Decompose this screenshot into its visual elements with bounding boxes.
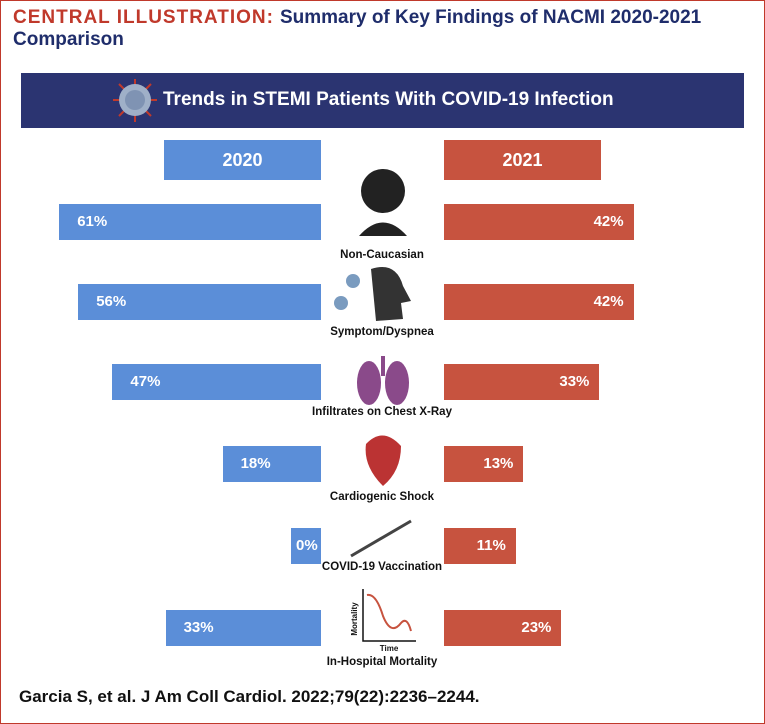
bar: [444, 446, 524, 482]
icon-x-label: Time: [380, 644, 399, 653]
bar: [444, 528, 516, 564]
citation: Garcia S, et al. J Am Coll Cardiol. 2022…: [19, 687, 480, 706]
title: CENTRAL ILLUSTRATION: Summary of Key Find…: [13, 7, 733, 51]
value-label: 42%: [593, 293, 624, 310]
bar: [222, 446, 321, 482]
bar: [444, 610, 562, 646]
bar: [59, 204, 321, 240]
subtitle: Trends in STEMI Patients With COVID-19 I…: [163, 89, 614, 110]
value-label: 42%: [593, 213, 624, 230]
legend-entry: 2020: [164, 140, 321, 180]
category-label: Symptom/Dyspnea: [330, 326, 434, 338]
category-label: Cardiogenic Shock: [329, 491, 435, 503]
virus-icon: [113, 79, 157, 122]
category-label: COVID-19 Vaccination: [321, 561, 443, 573]
legend-entry: 2021: [444, 140, 601, 180]
icon-y-label: Mortality: [350, 602, 359, 636]
value-label: 61%: [77, 213, 108, 230]
value-label: 33%: [183, 619, 214, 636]
bar: [444, 204, 634, 240]
value-label: 18%: [240, 455, 271, 472]
category-label: In-Hospital Mortality: [326, 656, 438, 668]
icons: Mortality Time: [334, 169, 416, 653]
value-label: 47%: [130, 373, 161, 390]
bar: [112, 364, 321, 400]
value-label: 23%: [521, 619, 552, 636]
header: CENTRAL ILLUSTRATION:: [13, 7, 274, 28]
bar: [291, 528, 321, 564]
banner: [21, 73, 744, 128]
bar: [78, 284, 321, 320]
title-text: Summary of Key Findings of NACMI 2020-20…: [13, 7, 702, 50]
value-label: 11%: [476, 537, 506, 554]
value-label: 13%: [483, 455, 514, 472]
category-label: Infiltrates on Chest X-Ray: [312, 406, 452, 418]
value-label: 56%: [96, 293, 127, 310]
category-label: Non-Caucasian: [340, 249, 424, 261]
bar: [444, 284, 634, 320]
bar: [444, 364, 600, 400]
value-label: 33%: [559, 373, 590, 390]
value-label: 0%: [296, 537, 318, 554]
bar: [165, 610, 321, 646]
